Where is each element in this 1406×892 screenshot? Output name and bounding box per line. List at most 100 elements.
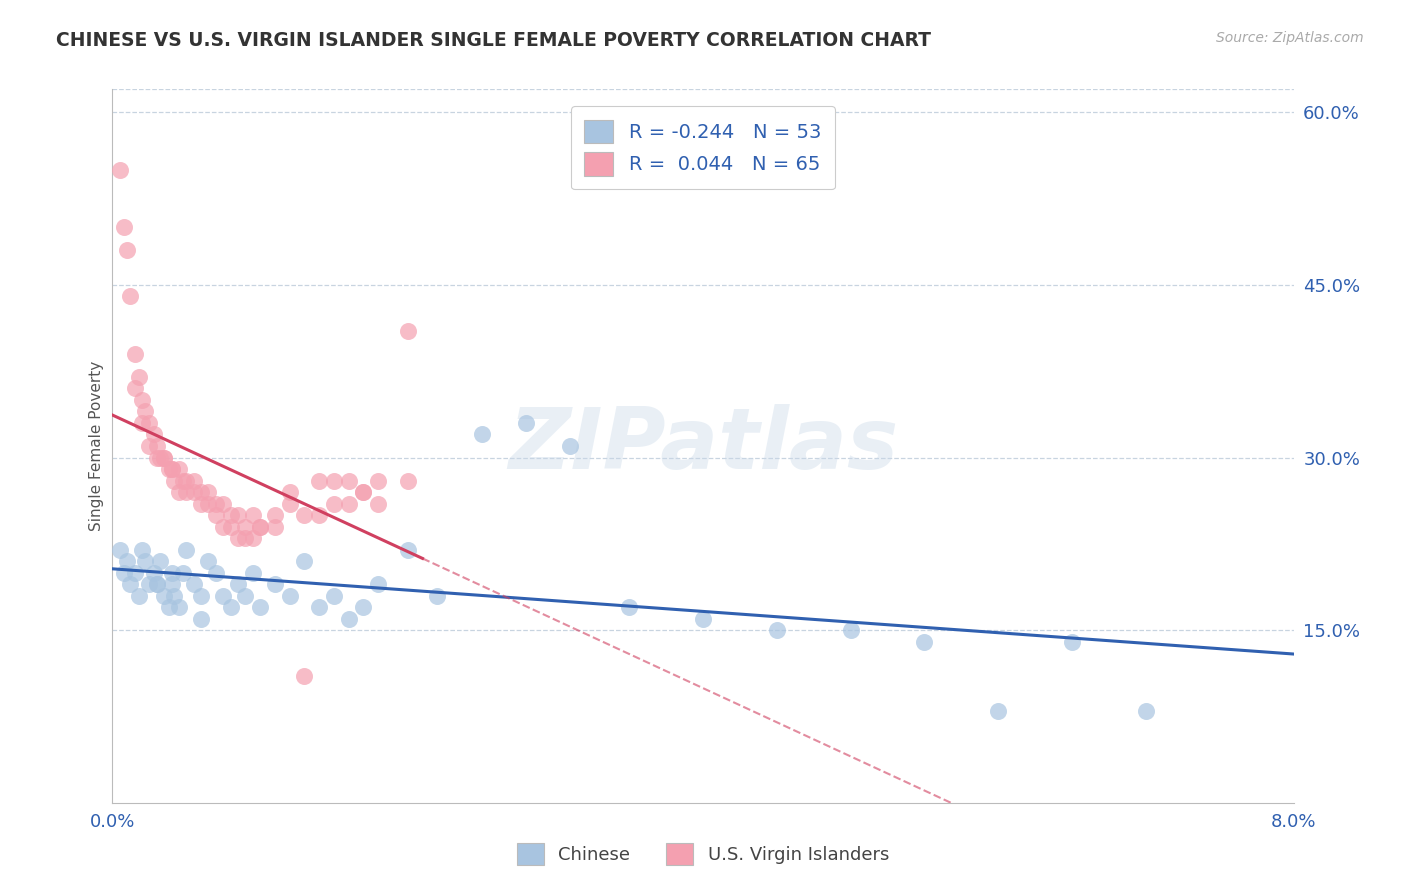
Point [219,508,242,522]
Point [131,392,153,407]
Point [197,485,219,500]
Point [153,450,176,465]
Point [264,519,287,533]
Point [278,485,301,500]
Point [108,162,131,177]
Point [242,508,264,522]
Y-axis label: Single Female Poverty: Single Female Poverty [89,361,104,531]
Point [914,634,936,648]
Point [205,566,228,580]
Point [138,577,160,591]
Point [120,289,142,303]
Point [323,474,346,488]
Point [117,554,138,568]
Point [219,519,242,533]
Point [124,566,146,580]
Point [219,600,242,615]
Point [470,427,494,442]
Point [426,589,449,603]
Point [160,577,183,591]
Point [174,474,197,488]
Point [197,554,219,568]
Point [142,566,165,580]
Point [367,474,389,488]
Point [396,542,419,557]
Point [367,497,389,511]
Point [172,566,194,580]
Text: Source: ZipAtlas.com: Source: ZipAtlas.com [1216,31,1364,45]
Point [308,508,330,522]
Point [142,427,165,442]
Legend: Chinese, U.S. Virgin Islanders: Chinese, U.S. Virgin Islanders [509,836,897,872]
Point [190,485,212,500]
Point [249,519,271,533]
Point [352,485,374,500]
Point [396,324,419,338]
Point [138,439,160,453]
Point [264,508,287,522]
Point [174,485,197,500]
Point [157,600,180,615]
Point [190,589,212,603]
Point [197,497,219,511]
Point [226,508,249,522]
Point [167,485,190,500]
Point [226,531,249,545]
Point [157,462,180,476]
Point [167,462,190,476]
Point [337,474,360,488]
Point [212,519,235,533]
Point [183,485,205,500]
Point [249,519,271,533]
Point [160,566,183,580]
Point [128,370,150,384]
Point [212,589,235,603]
Point [190,612,212,626]
Point [692,612,714,626]
Point [226,577,249,591]
Point [337,612,360,626]
Point [619,600,641,615]
Text: CHINESE VS U.S. VIRGIN ISLANDER SINGLE FEMALE POVERTY CORRELATION CHART: CHINESE VS U.S. VIRGIN ISLANDER SINGLE F… [56,31,931,50]
Point [766,623,789,637]
Point [233,589,256,603]
Point [839,623,862,637]
Point [131,542,153,557]
Point [987,704,1010,718]
Point [292,669,315,683]
Point [146,577,169,591]
Point [153,589,176,603]
Point [149,450,172,465]
Text: ZIPatlas: ZIPatlas [508,404,898,488]
Point [153,450,176,465]
Point [233,519,256,533]
Point [124,381,146,395]
Point [396,474,419,488]
Point [249,600,271,615]
Point [560,439,582,453]
Point [352,485,374,500]
Point [146,450,169,465]
Point [163,474,186,488]
Point [167,600,190,615]
Point [323,589,346,603]
Point [205,497,228,511]
Point [163,589,186,603]
Point [131,416,153,430]
Point [112,566,135,580]
Point [1135,704,1157,718]
Point [124,347,146,361]
Point [146,439,169,453]
Point [264,577,287,591]
Point [120,577,142,591]
Point [172,474,194,488]
Point [278,497,301,511]
Point [146,577,169,591]
Point [160,462,183,476]
Point [112,220,135,235]
Point [183,474,205,488]
Point [308,600,330,615]
Point [134,554,156,568]
Point [515,416,537,430]
Point [233,531,256,545]
